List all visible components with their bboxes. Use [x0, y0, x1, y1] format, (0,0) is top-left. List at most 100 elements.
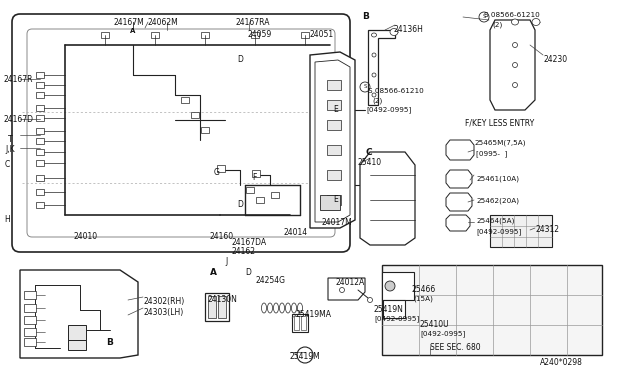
- Text: C: C: [5, 160, 10, 169]
- Text: 25419M: 25419M: [290, 352, 321, 361]
- Text: [0492-0995]: [0492-0995]: [366, 106, 412, 113]
- Text: B: B: [362, 12, 369, 21]
- Bar: [316, 102, 324, 108]
- Bar: [36, 128, 44, 134]
- Bar: [292, 314, 308, 332]
- Polygon shape: [446, 140, 474, 160]
- Bar: [327, 80, 341, 90]
- Text: 25419MA: 25419MA: [296, 310, 332, 319]
- Polygon shape: [360, 152, 415, 245]
- Bar: [201, 127, 209, 133]
- Ellipse shape: [371, 33, 376, 37]
- Bar: [36, 82, 44, 88]
- Text: (15A): (15A): [413, 295, 433, 301]
- Bar: [327, 195, 341, 205]
- Text: S 08566-61210: S 08566-61210: [368, 88, 424, 94]
- Text: A: A: [210, 268, 217, 277]
- Bar: [490, 215, 552, 247]
- Ellipse shape: [291, 303, 296, 313]
- Text: 25465M(7,5A): 25465M(7,5A): [474, 140, 525, 147]
- Text: 24303(LH): 24303(LH): [143, 308, 183, 317]
- Bar: [24, 291, 36, 299]
- Text: E: E: [333, 105, 338, 114]
- Polygon shape: [446, 215, 470, 231]
- Bar: [24, 304, 36, 312]
- Polygon shape: [446, 170, 472, 188]
- Text: J,K: J,K: [5, 145, 15, 154]
- Text: 24167R: 24167R: [4, 75, 33, 84]
- Polygon shape: [20, 270, 138, 358]
- Text: 24010: 24010: [73, 232, 97, 241]
- Ellipse shape: [262, 303, 266, 313]
- Bar: [24, 316, 36, 324]
- Text: D: D: [237, 55, 243, 64]
- Text: A: A: [130, 28, 136, 34]
- Bar: [316, 87, 324, 93]
- Bar: [68, 340, 86, 350]
- Text: [0995-  ]: [0995- ]: [476, 150, 508, 157]
- Ellipse shape: [280, 303, 285, 313]
- Bar: [382, 265, 602, 355]
- Bar: [36, 175, 44, 181]
- Text: 24059: 24059: [248, 30, 272, 39]
- Bar: [246, 187, 254, 193]
- Text: 24014: 24014: [284, 228, 308, 237]
- Ellipse shape: [513, 42, 518, 48]
- Bar: [251, 32, 259, 38]
- Text: B: B: [106, 338, 113, 347]
- Text: [0492-0995]: [0492-0995]: [374, 315, 419, 322]
- Bar: [181, 97, 189, 103]
- Text: G: G: [214, 168, 220, 177]
- Bar: [327, 100, 341, 110]
- Bar: [36, 160, 44, 166]
- Bar: [252, 170, 260, 177]
- Text: 24017M: 24017M: [322, 218, 353, 227]
- Bar: [301, 32, 309, 38]
- Bar: [327, 170, 341, 180]
- Text: 25410: 25410: [358, 158, 382, 167]
- Bar: [320, 195, 340, 210]
- Ellipse shape: [372, 93, 376, 97]
- Text: [0492-0995]: [0492-0995]: [476, 228, 521, 235]
- Text: D: D: [245, 268, 251, 277]
- Bar: [218, 296, 226, 318]
- FancyBboxPatch shape: [12, 14, 350, 252]
- Text: 24302(RH): 24302(RH): [143, 297, 184, 306]
- Text: H: H: [4, 215, 10, 224]
- Bar: [36, 189, 44, 195]
- Bar: [205, 293, 229, 321]
- Bar: [201, 32, 209, 38]
- Ellipse shape: [532, 19, 540, 26]
- Bar: [383, 300, 405, 318]
- Bar: [36, 115, 44, 121]
- Ellipse shape: [513, 62, 518, 67]
- Text: S: S: [364, 84, 367, 90]
- Bar: [382, 272, 414, 300]
- Ellipse shape: [372, 73, 376, 77]
- Text: E: E: [333, 195, 338, 204]
- Ellipse shape: [273, 303, 278, 313]
- Text: F/KEY LESS ENTRY: F/KEY LESS ENTRY: [465, 118, 534, 127]
- Polygon shape: [310, 52, 355, 228]
- Bar: [24, 338, 36, 346]
- Text: (2): (2): [492, 21, 502, 28]
- Text: S: S: [483, 15, 486, 19]
- Bar: [271, 192, 279, 198]
- Bar: [327, 120, 341, 130]
- Ellipse shape: [268, 303, 273, 313]
- Text: C: C: [366, 148, 372, 157]
- Text: 24012A: 24012A: [335, 278, 364, 287]
- Text: 24167DA: 24167DA: [232, 238, 267, 247]
- Text: 25466: 25466: [412, 285, 436, 294]
- Text: 24051: 24051: [310, 30, 334, 39]
- Text: 24312: 24312: [535, 225, 559, 234]
- Ellipse shape: [339, 288, 344, 292]
- Text: 24167RA: 24167RA: [236, 18, 271, 27]
- Bar: [191, 112, 199, 118]
- Bar: [327, 145, 341, 155]
- Text: 24254G: 24254G: [256, 276, 286, 285]
- Bar: [101, 32, 109, 38]
- Bar: [217, 165, 225, 172]
- Ellipse shape: [367, 298, 372, 302]
- Text: 25462(20A): 25462(20A): [476, 198, 519, 205]
